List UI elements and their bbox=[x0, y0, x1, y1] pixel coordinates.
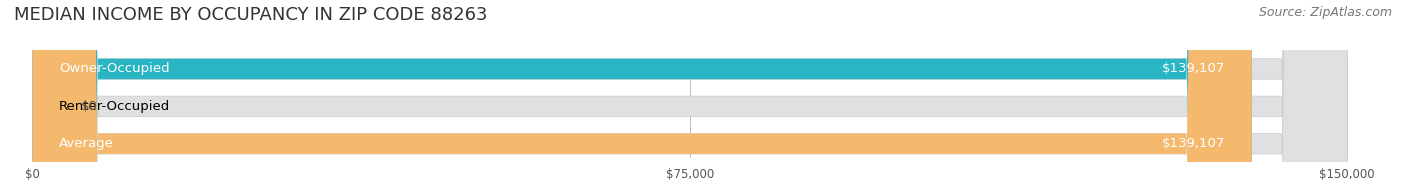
Text: Owner-Occupied: Owner-Occupied bbox=[59, 63, 170, 75]
FancyBboxPatch shape bbox=[32, 0, 1251, 196]
FancyBboxPatch shape bbox=[32, 0, 1347, 196]
FancyBboxPatch shape bbox=[32, 0, 55, 196]
FancyBboxPatch shape bbox=[32, 0, 1347, 196]
FancyBboxPatch shape bbox=[32, 0, 1347, 196]
Text: $139,107: $139,107 bbox=[1161, 137, 1226, 150]
FancyBboxPatch shape bbox=[32, 0, 1251, 196]
Text: Renter-Occupied: Renter-Occupied bbox=[59, 100, 170, 113]
Text: Average: Average bbox=[59, 137, 114, 150]
Text: $139,107: $139,107 bbox=[1161, 63, 1226, 75]
Text: MEDIAN INCOME BY OCCUPANCY IN ZIP CODE 88263: MEDIAN INCOME BY OCCUPANCY IN ZIP CODE 8… bbox=[14, 6, 488, 24]
Text: Source: ZipAtlas.com: Source: ZipAtlas.com bbox=[1258, 6, 1392, 19]
Text: $0: $0 bbox=[80, 100, 97, 113]
